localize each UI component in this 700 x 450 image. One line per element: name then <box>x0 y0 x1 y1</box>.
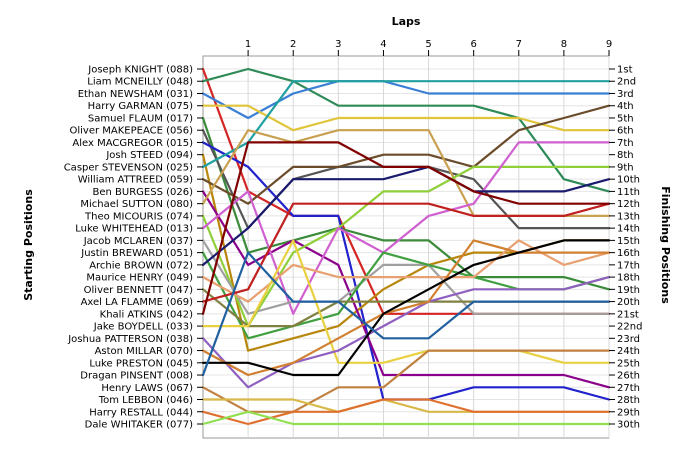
starting-position-label: Harry RESTALL (044) <box>89 407 193 418</box>
finishing-position-label: 14th <box>617 224 640 235</box>
lap-tick-label: 7 <box>516 39 522 50</box>
starting-position-label: Khali ATKINS (042) <box>100 309 193 320</box>
finishing-position-label: 18th <box>617 273 640 284</box>
finishing-position-label: 26th <box>617 371 640 382</box>
finishing-position-label: 15th <box>617 236 640 247</box>
finishing-position-label: 4th <box>617 101 634 112</box>
finishing-position-label: 5th <box>617 113 634 124</box>
starting-position-label: Josh STEED (094) <box>105 150 193 161</box>
starting-position-labels: Joseph KNIGHT (088)Liam MCNEILLY (048)Et… <box>64 65 203 431</box>
starting-position-label: Axel LA FLAMME (069) <box>81 297 194 308</box>
series-lines <box>201 67 611 426</box>
finishing-position-label: 19th <box>617 285 640 296</box>
finishing-position-label: 9th <box>617 162 634 173</box>
finishing-position-label: 20th <box>617 297 640 308</box>
starting-position-label: Michael SUTTON (080) <box>80 199 193 210</box>
lap-tick-label: 5 <box>425 39 431 50</box>
lap-tick-labels: 1 2 3 4 5 6 7 8 9 <box>245 39 612 56</box>
lap-tick-label: 9 <box>606 39 612 50</box>
finishing-position-label: 30th <box>617 420 640 431</box>
finishing-position-label: 7th <box>617 138 634 149</box>
starting-position-label: Archie BROWN (072) <box>89 260 193 271</box>
series-line-21 <box>201 141 611 315</box>
starting-position-label: William ATTREED (059) <box>78 175 193 186</box>
series-line-30 <box>201 410 611 426</box>
starting-position-label: Maurice HENRY (049) <box>86 273 193 284</box>
starting-position-label: Harry GARMAN (075) <box>88 101 193 112</box>
finishing-position-label: 13th <box>617 211 640 222</box>
series-line-26 <box>201 251 611 377</box>
finishing-position-labels: 1st2nd3rd4th5th6th7th8th9th10th11th12th1… <box>609 65 642 431</box>
finishing-position-label: 16th <box>617 248 640 259</box>
starting-position-label: Casper STEVENSON (025) <box>64 162 193 173</box>
series-line-25 <box>201 239 611 377</box>
series-line-15 <box>201 239 611 315</box>
starting-position-label: Henry LAWS (067) <box>101 383 193 394</box>
series-line-14 <box>201 141 611 315</box>
series-line-9 <box>201 80 611 168</box>
series-line-20 <box>201 202 611 303</box>
finishing-position-label: 12th <box>617 199 640 210</box>
series-line-23 <box>201 276 611 389</box>
series-line-10 <box>201 104 611 205</box>
starting-position-label: Aston MILLAR (070) <box>95 346 194 357</box>
starting-position-label: Jacob MCLAREN (037) <box>83 236 193 247</box>
finishing-position-label: 10th <box>617 175 640 186</box>
lap-tick-label: 4 <box>380 39 386 50</box>
starting-position-label: Dale WHITAKER (077) <box>85 420 193 431</box>
starting-position-label: Ben BURGESS (026) <box>93 187 194 198</box>
finishing-position-label: 3rd <box>617 89 634 100</box>
starting-position-label: Luke PRESTON (045) <box>89 358 193 369</box>
starting-position-label: Theo MICOURIS (074) <box>84 211 193 222</box>
starting-position-label: Alex MACGREGOR (015) <box>72 138 193 149</box>
starting-position-label: Joseph KNIGHT (088) <box>87 65 193 76</box>
starting-position-label: Dragan PINSENT (008) <box>80 371 193 382</box>
series-line-3 <box>201 80 611 120</box>
finishing-position-label: 23rd <box>617 334 640 345</box>
starting-position-label: Samuel FLAUM (017) <box>88 113 193 124</box>
starting-position-label: Oliver MAKEPEACE (056) <box>69 126 193 137</box>
left-axis-title: Starting Positions <box>22 189 35 301</box>
starting-position-label: Oliver BENNETT (047) <box>84 285 193 296</box>
series-line-22 <box>201 239 611 364</box>
series-line-2 <box>201 67 611 193</box>
finishing-position-label: 6th <box>617 126 634 137</box>
finishing-position-label: 27th <box>617 383 640 394</box>
series-line-13 <box>201 165 611 328</box>
finishing-position-label: 2nd <box>617 77 636 88</box>
x-axis-title: Laps <box>392 15 421 28</box>
finishing-position-label: 24th <box>617 346 640 357</box>
series-line-17 <box>201 165 611 266</box>
starting-position-label: Jake BOYDELL (033) <box>93 322 193 333</box>
starting-position-label: Luke WHITEHEAD (013) <box>75 224 193 235</box>
starting-position-label: Justin BREWARD (051) <box>80 248 193 259</box>
starting-position-label: Liam MCNEILLY (048) <box>87 77 193 88</box>
finishing-position-label: 11th <box>617 187 640 198</box>
finishing-position-label: 25th <box>617 358 640 369</box>
finishing-position-label: 29th <box>617 407 640 418</box>
lap-tick-label: 3 <box>335 39 341 50</box>
finishing-position-label: 21st <box>617 309 639 320</box>
finishing-position-label: 28th <box>617 395 640 406</box>
starting-position-label: Ethan NEWSHAM (031) <box>78 89 193 100</box>
lap-tick-label: 2 <box>290 39 296 50</box>
lap-tick-label: 1 <box>245 39 251 50</box>
finishing-position-label: 17th <box>617 260 640 271</box>
series-line-27 <box>201 349 611 413</box>
finishing-position-label: 22nd <box>617 322 642 333</box>
finishing-position-label: 8th <box>617 150 634 161</box>
lap-tick-label: 6 <box>470 39 476 50</box>
finishing-position-label: 1st <box>617 65 633 76</box>
starting-position-label: Joshua PATTERSON (038) <box>67 334 193 345</box>
starting-position-label: Tom LEBBON (046) <box>98 395 193 406</box>
right-axis-title: Finishing Positions <box>659 186 672 304</box>
lap-tick-label: 8 <box>561 39 567 50</box>
